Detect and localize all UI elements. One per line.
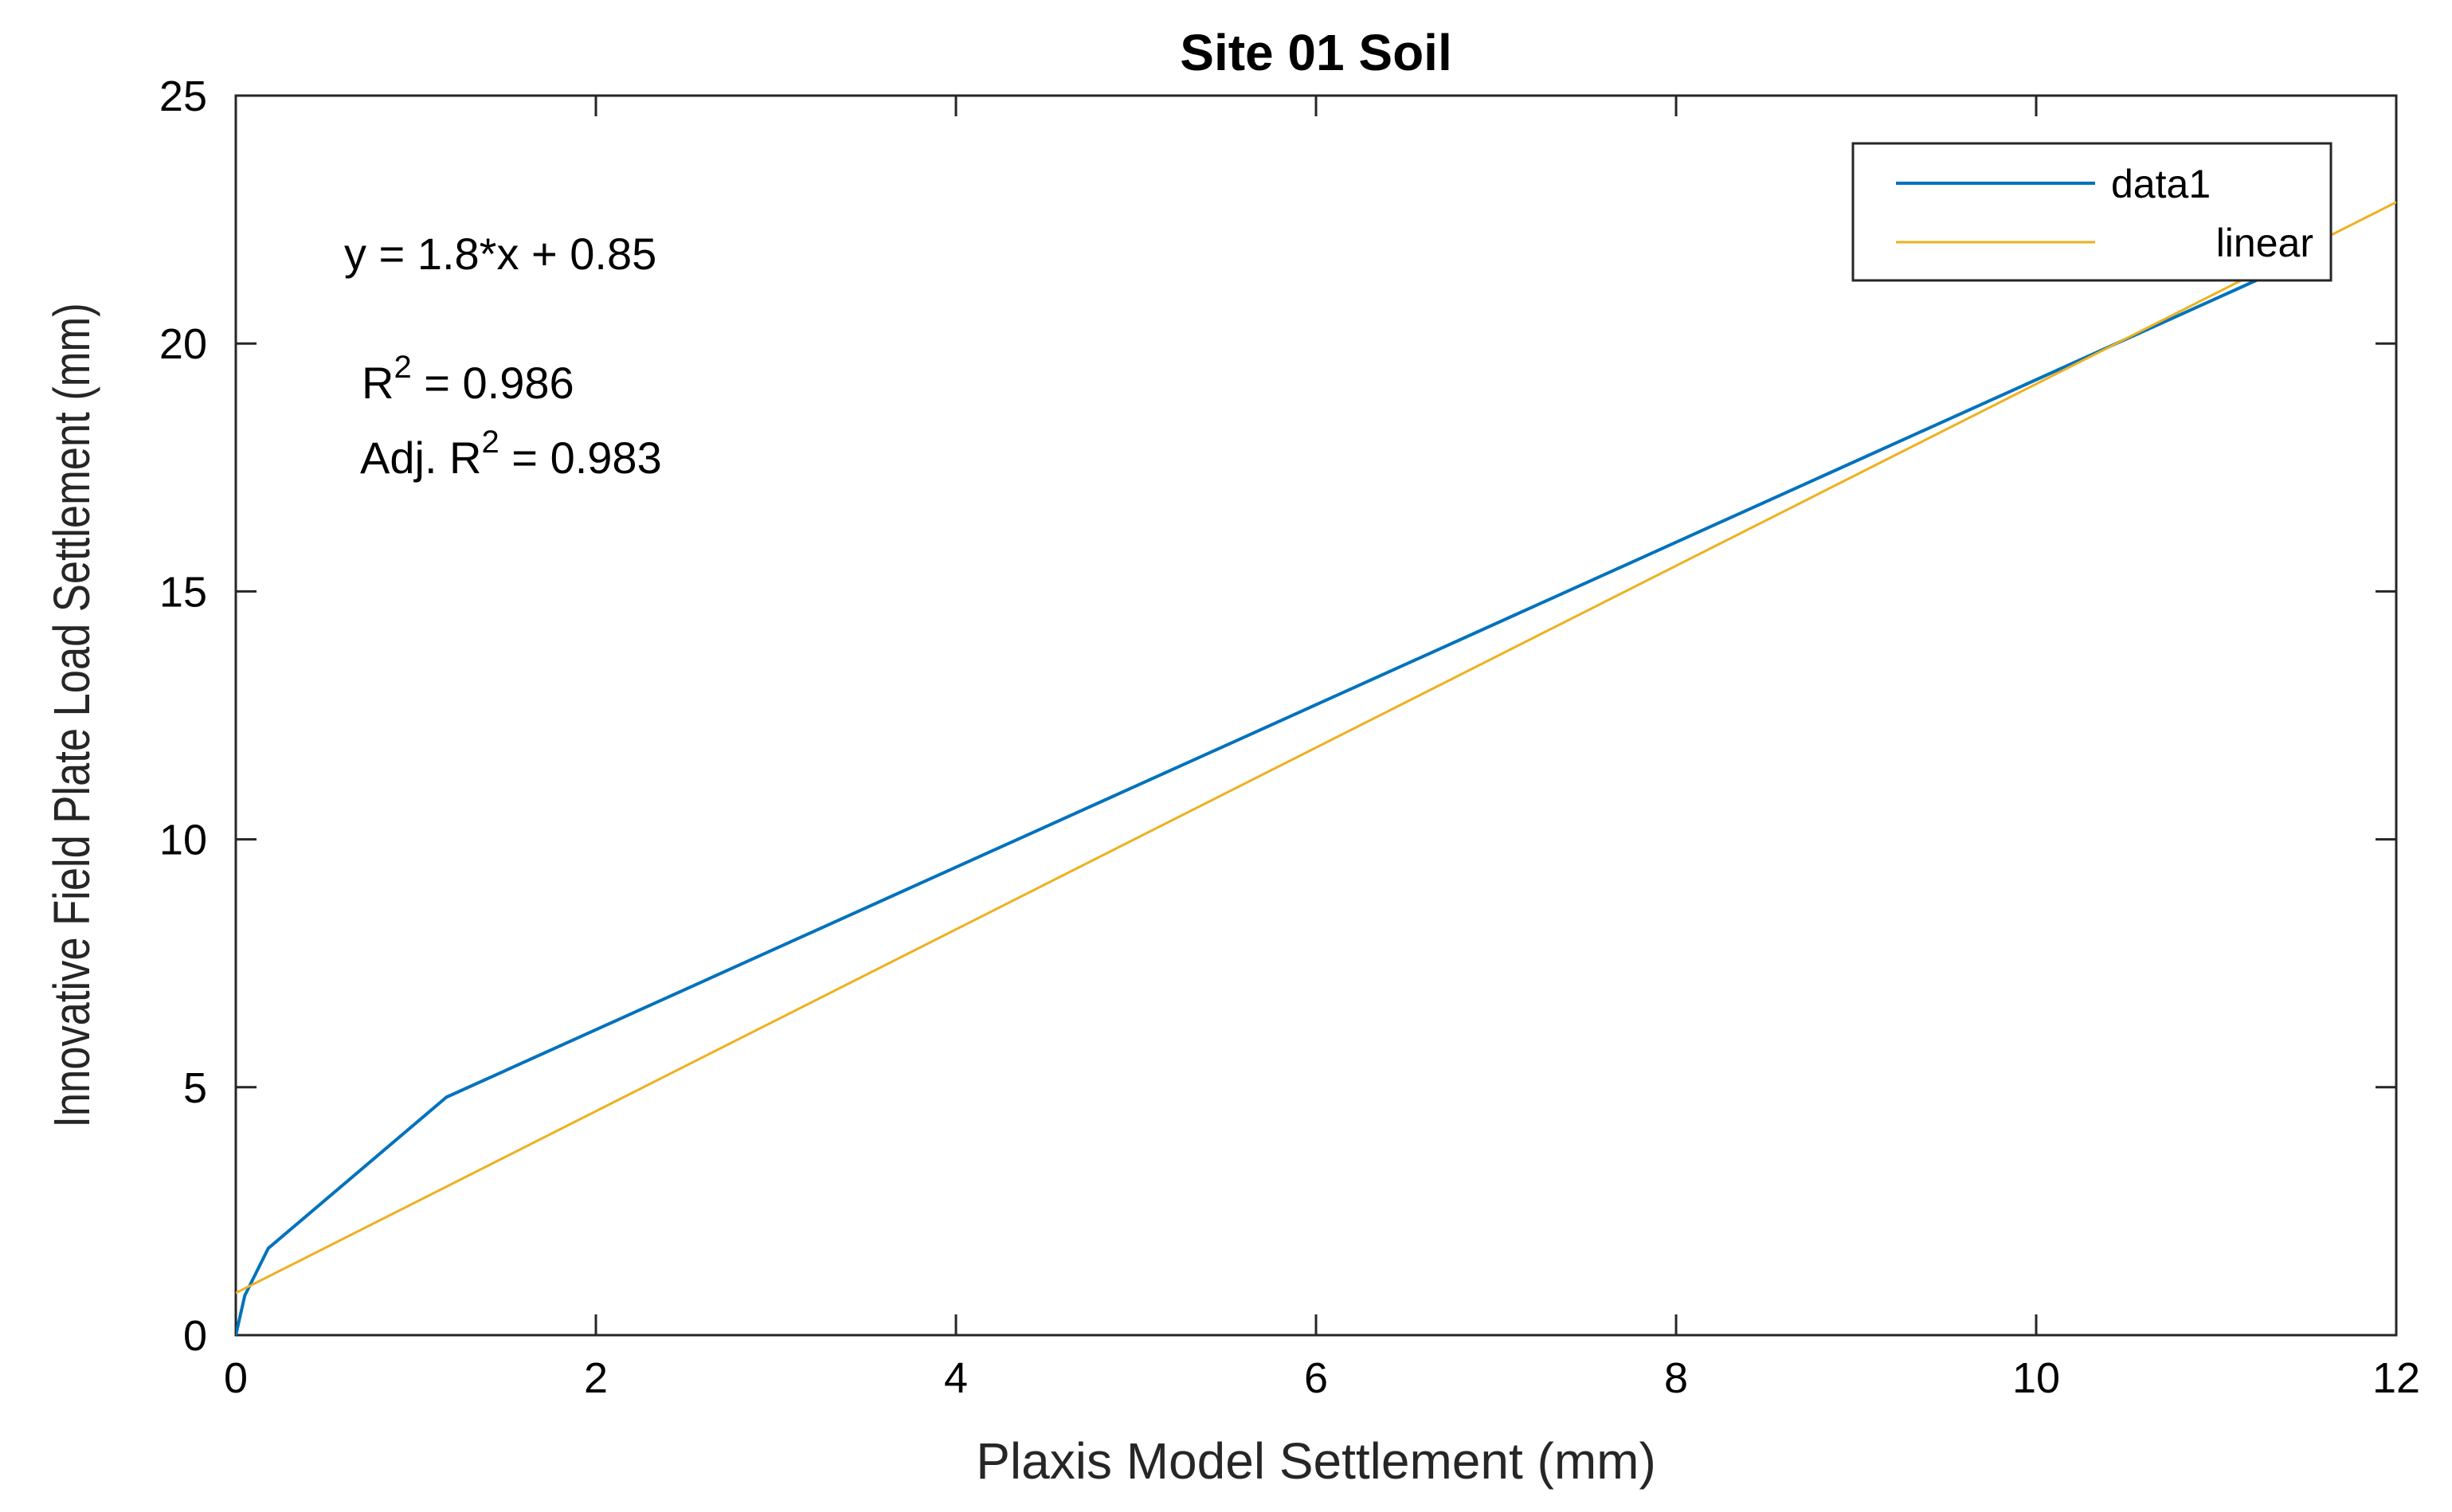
legend-box: [1851, 142, 2333, 282]
legend-label-linear: linear: [2216, 221, 2313, 265]
x-tick-label: 10: [2012, 1354, 2060, 1402]
series-layer: [236, 201, 2396, 1335]
x-tick-label: 0: [224, 1354, 248, 1402]
series-line-linear: [236, 201, 2396, 1295]
chart-title: Site 01 Soil: [1180, 24, 1451, 81]
fit-equation: y = 1.8*x + 0.85: [344, 229, 656, 279]
adj-r-squared: Adj. R2 = 0.983: [360, 425, 662, 483]
axis-ticks: 0 2 4 6 8 10 12 0 5 10 15 20 25: [159, 72, 2420, 1402]
x-tick-label: 8: [1664, 1354, 1688, 1402]
legend: data1 linear: [1851, 142, 2333, 282]
y-tick-label: 25: [159, 72, 207, 120]
x-tick-label: 2: [584, 1354, 608, 1402]
adj-r-squared-prefix: Adj. R: [360, 433, 482, 483]
x-tick-label: 4: [944, 1354, 968, 1402]
x-axis-label: Plaxis Model Settlement (mm): [976, 1432, 1656, 1490]
r-squared-value: = 0.986: [412, 358, 574, 408]
r-squared-exponent: 2: [394, 350, 411, 385]
legend-label-data1: data1: [2111, 162, 2211, 206]
y-tick-label: 20: [159, 320, 207, 368]
y-tick-label: 5: [183, 1064, 207, 1112]
adj-r-squared-value: = 0.983: [499, 433, 662, 483]
x-tick-label: 6: [1304, 1354, 1328, 1402]
x-tick-label: 12: [2372, 1354, 2420, 1402]
r-squared-prefix: R: [362, 358, 394, 408]
y-tick-label: 15: [159, 568, 207, 616]
adj-r-squared-exponent: 2: [482, 425, 499, 460]
annotations: y = 1.8*x + 0.85 R2 = 0.986 Adj. R2 = 0.…: [344, 229, 662, 483]
y-axis-label: Innovative Field Plate Load Settlement (…: [44, 303, 100, 1127]
y-tick-label: 0: [183, 1312, 207, 1360]
r-squared: R2 = 0.986: [362, 350, 574, 408]
series-line-data1: [236, 272, 2271, 1335]
y-tick-label: 10: [159, 817, 207, 864]
